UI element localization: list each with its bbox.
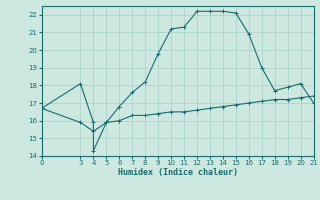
X-axis label: Humidex (Indice chaleur): Humidex (Indice chaleur)	[118, 168, 237, 177]
